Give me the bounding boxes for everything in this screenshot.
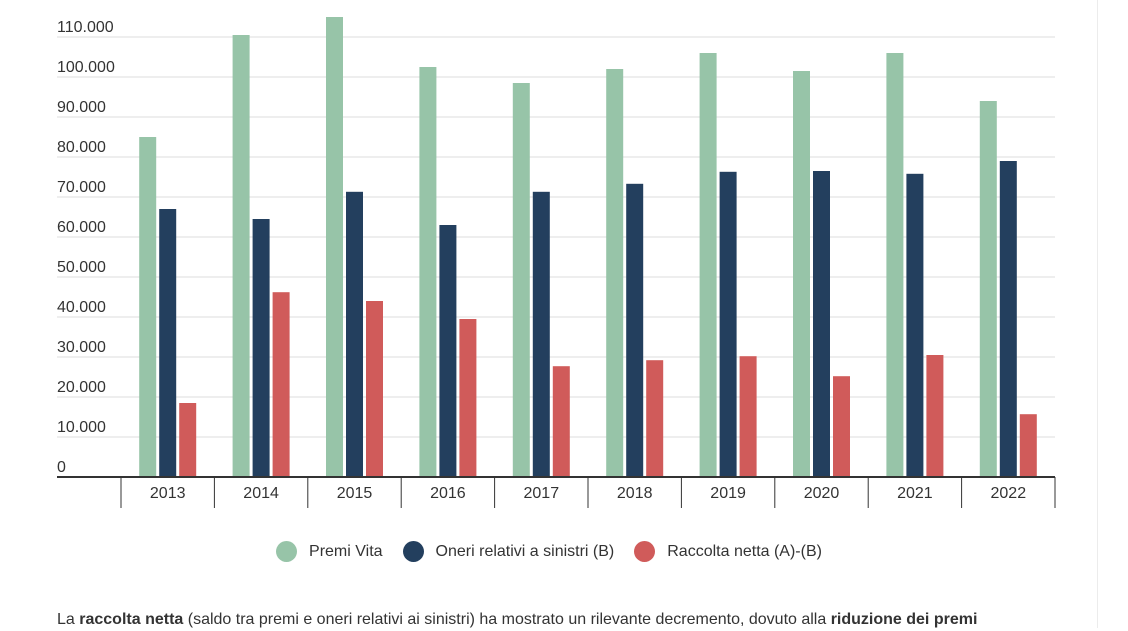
x-tick-label: 2019 (710, 485, 746, 502)
bar-premi-vita-2014[interactable] (232, 35, 250, 477)
y-tick-label: 40.000 (57, 299, 106, 316)
y-tick-label: 70.000 (57, 179, 106, 196)
bar-raccolta-netta-a-b-2016[interactable] (459, 319, 477, 477)
legend-label-raccolta-netta: Raccolta netta (A)-(B) (667, 542, 822, 560)
bar-premi-vita-2015[interactable] (326, 17, 343, 477)
bar-premi-vita-2017[interactable] (512, 83, 530, 477)
bar-raccolta-netta-a-b-2017[interactable] (552, 366, 570, 477)
bar-raccolta-netta-a-b-2015[interactable] (366, 301, 383, 477)
legend-label-premi-vita: Premi Vita (309, 542, 383, 560)
x-tick-label: 2021 (897, 485, 933, 502)
y-tick-label: 10.000 (57, 419, 106, 436)
y-tick-label: 30.000 (57, 339, 106, 356)
bar-premi-vita-2020[interactable] (793, 71, 810, 477)
chart-area: 0 10.000 20.000 30.000 40.000 50.000 60.000 70.… (57, 17, 1056, 508)
bar-oneri-relativi-a-sinistri-b-2020[interactable] (813, 171, 830, 477)
bar-premi-vita-2022[interactable] (979, 101, 997, 477)
bar-premi-vita-2013[interactable] (139, 137, 157, 477)
caption-text-1: La (57, 611, 80, 628)
y-tick-label: 110.000 (57, 19, 114, 36)
caption-bold-riduzione-premi: riduzione dei premi (830, 611, 978, 628)
x-tick-label: 2016 (430, 485, 466, 502)
bar-raccolta-netta-a-b-2020[interactable] (833, 376, 850, 477)
y-tick-label: 50.000 (57, 259, 106, 276)
bar-raccolta-netta-a-b-2018[interactable] (646, 360, 664, 477)
bar-premi-vita-2016[interactable] (419, 67, 437, 477)
y-tick-label: 80.000 (57, 139, 106, 156)
bar-raccolta-netta-a-b-2013[interactable] (179, 403, 197, 477)
bar-oneri-relativi-a-sinistri-b-2018[interactable] (626, 183, 644, 478)
bar-oneri-relativi-a-sinistri-b-2021[interactable] (906, 173, 924, 478)
bar-raccolta-netta-a-b-2019[interactable] (739, 356, 757, 477)
legend-swatch-premi-vita (276, 541, 298, 562)
x-tick-label: 2022 (991, 485, 1027, 502)
chart-legend: Premi Vita Oneri relativi a sinistri (B)… (0, 541, 1098, 562)
bar-oneri-relativi-a-sinistri-b-2022[interactable] (999, 161, 1017, 477)
x-tick-label: 2014 (243, 485, 279, 502)
x-tick-label: 2013 (150, 485, 186, 502)
y-tick-label: 60.000 (57, 219, 106, 236)
x-tick-label: 2018 (617, 485, 653, 502)
y-tick-label: 0 (57, 459, 66, 476)
caption-paragraph: La raccolta netta (saldo tra premi e one… (57, 609, 1057, 631)
legend-item-raccolta-netta[interactable]: Raccolta netta (A)-(B) (634, 541, 822, 562)
y-tick-label: 100.000 (57, 59, 115, 76)
bar-oneri-relativi-a-sinistri-b-2017[interactable] (532, 191, 550, 478)
legend-item-premi-vita[interactable]: Premi Vita (276, 541, 383, 562)
bar-oneri-relativi-a-sinistri-b-2016[interactable] (439, 225, 457, 477)
bar-oneri-relativi-a-sinistri-b-2015[interactable] (346, 191, 363, 478)
bar-chart: 0 10.000 20.000 30.000 40.000 50.000 60.000 70.… (57, 17, 1056, 508)
x-tick-label: 2017 (524, 485, 560, 502)
legend-swatch-oneri-sinistri (402, 541, 424, 562)
caption-text-2: (saldo tra premi e oneri relativi ai sin… (183, 611, 831, 628)
legend-label-oneri-sinistri: Oneri relativi a sinistri (B) (435, 542, 615, 560)
bar-premi-vita-2021[interactable] (886, 53, 904, 477)
bar-raccolta-netta-a-b-2021[interactable] (926, 355, 944, 477)
bar-oneri-relativi-a-sinistri-b-2019[interactable] (719, 171, 737, 478)
bar-raccolta-netta-a-b-2014[interactable] (272, 292, 290, 477)
x-tick-label: 2015 (337, 485, 373, 502)
bar-oneri-relativi-a-sinistri-b-2014[interactable] (252, 219, 270, 477)
y-tick-label: 20.000 (57, 379, 106, 396)
bar-premi-vita-2019[interactable] (699, 53, 717, 477)
bar-oneri-relativi-a-sinistri-b-2013[interactable] (159, 209, 177, 477)
x-tick-label: 2020 (804, 485, 840, 502)
legend-item-oneri-sinistri[interactable]: Oneri relativi a sinistri (B) (402, 541, 615, 562)
bar-raccolta-netta-a-b-2022[interactable] (1019, 414, 1037, 477)
bar-premi-vita-2018[interactable] (606, 69, 624, 477)
legend-swatch-raccolta-netta (634, 541, 656, 562)
caption-bold-raccolta-netta: raccolta netta (79, 611, 184, 628)
y-tick-label: 90.000 (57, 99, 106, 116)
page-divider (1097, 0, 1098, 628)
